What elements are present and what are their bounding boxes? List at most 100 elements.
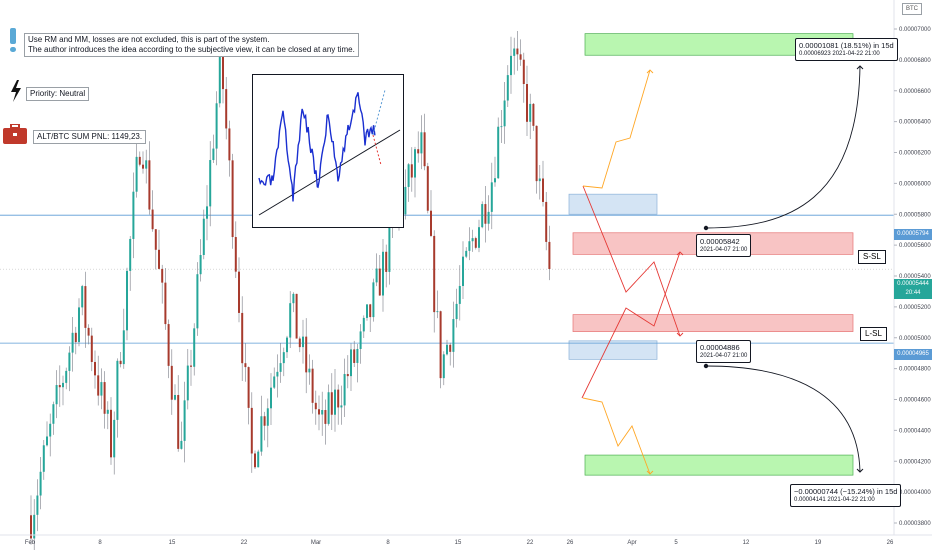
x-tick-label: 22 <box>527 540 534 546</box>
lower-target-callout: −0.00000744 (−15.24%) in 15d 0.00004141 … <box>790 484 902 507</box>
lower-level-price-tag: 0.00004965 <box>894 349 932 360</box>
candle-body <box>478 227 480 248</box>
arrow-head <box>646 69 654 74</box>
entry-point-dot <box>703 225 709 231</box>
zone-stop-long <box>572 314 854 332</box>
candle-body <box>439 311 442 379</box>
candle-body <box>388 222 391 272</box>
candle-body <box>158 249 160 269</box>
x-tick-label: 12 <box>743 540 750 546</box>
candle-body <box>410 164 413 178</box>
candle-body <box>193 328 196 367</box>
lower-entry-callout: 0.00004886 2021-04-07 21:00 <box>696 340 752 363</box>
candle-body <box>154 229 157 250</box>
candle-body <box>215 103 218 149</box>
candle-body <box>369 304 372 318</box>
y-tick-label: 0.00006600 <box>899 89 931 95</box>
candle-body <box>94 361 96 376</box>
candle-body <box>362 317 365 332</box>
disclaimer-line-2: The author introduces the idea according… <box>28 45 355 54</box>
candle-body <box>330 392 333 415</box>
candle-body <box>350 349 352 377</box>
candle-body <box>212 148 215 161</box>
lower-entry-line-1: 0.00004886 <box>700 343 740 352</box>
candle-body <box>302 336 304 348</box>
candle-body <box>87 327 90 336</box>
candle-body <box>33 514 36 539</box>
candle-body <box>90 335 93 362</box>
candle-body <box>542 178 544 202</box>
candle-body <box>324 410 327 424</box>
candle-body <box>119 360 122 365</box>
candle-body <box>276 371 279 377</box>
candle-body <box>321 410 324 415</box>
candle-body <box>222 51 224 90</box>
candle-body <box>417 149 420 154</box>
candle-body <box>279 363 282 372</box>
candle-body <box>62 382 64 388</box>
candle-body <box>292 293 295 304</box>
candle-body <box>340 405 343 408</box>
upper-target-line-1: 0.00001081 (18.51%) in 15d <box>799 41 894 50</box>
y-tick-label: 0.00004600 <box>899 398 931 404</box>
candle-body <box>186 365 189 401</box>
candle-body <box>138 156 141 165</box>
candle-body <box>244 363 247 368</box>
candle-body <box>465 250 468 257</box>
y-tick-label: 0.00006200 <box>899 151 931 157</box>
candle-body <box>282 352 285 364</box>
candle-body <box>430 210 432 236</box>
candle-body <box>260 416 263 452</box>
candle-body <box>103 382 106 414</box>
candle-body <box>529 103 532 122</box>
ticker-label[interactable]: BTC <box>902 3 922 15</box>
candle-body <box>334 389 336 415</box>
candle-body <box>289 303 292 338</box>
candle-body <box>522 59 525 85</box>
candle-body <box>538 178 541 182</box>
candle-body <box>129 238 132 271</box>
candle-body <box>455 303 458 320</box>
x-tick-label: 8 <box>98 540 102 546</box>
x-tick-label: 8 <box>386 540 390 546</box>
candle-body <box>375 268 378 283</box>
pattern-inset <box>252 74 404 228</box>
arrow-head <box>676 332 684 337</box>
candle-body <box>30 515 32 539</box>
briefcase-icon <box>3 123 27 149</box>
candle-body <box>548 241 551 269</box>
candle-body <box>449 344 452 352</box>
upside-target-path <box>582 69 651 189</box>
candle-body <box>116 360 119 420</box>
candle-body <box>426 166 429 211</box>
zone-target-short <box>584 454 854 476</box>
candle-body <box>84 286 87 328</box>
current-price-time: 20:44 <box>905 290 921 296</box>
candle-body <box>238 271 240 313</box>
candle-body <box>378 268 381 296</box>
candle-body <box>161 268 164 283</box>
lightning-icon <box>9 80 23 107</box>
candle-body <box>532 103 535 126</box>
candle-body <box>545 201 548 242</box>
candle-body <box>97 375 100 396</box>
lower-projection-curve <box>705 365 861 473</box>
disclaimer-note: Use RM and MM, losses are not excluded, … <box>24 33 359 57</box>
candle-body <box>106 409 109 414</box>
downside-target-path <box>582 397 651 475</box>
candle-body <box>423 132 426 167</box>
candle-body <box>327 392 330 424</box>
priority-note: Priority: Neutral <box>26 87 90 101</box>
candle-body <box>247 367 250 408</box>
x-tick-label: 19 <box>815 540 822 546</box>
candle-body <box>359 331 362 349</box>
candle-body <box>366 304 368 318</box>
candle-body <box>343 374 346 406</box>
candle-body <box>228 128 231 161</box>
short-stop-label: S-SL <box>858 250 886 264</box>
candle-body <box>353 349 356 363</box>
upper-entry-callout: 0.00005842 2021-04-07 21:00 <box>696 234 752 257</box>
candle-body <box>202 218 205 256</box>
